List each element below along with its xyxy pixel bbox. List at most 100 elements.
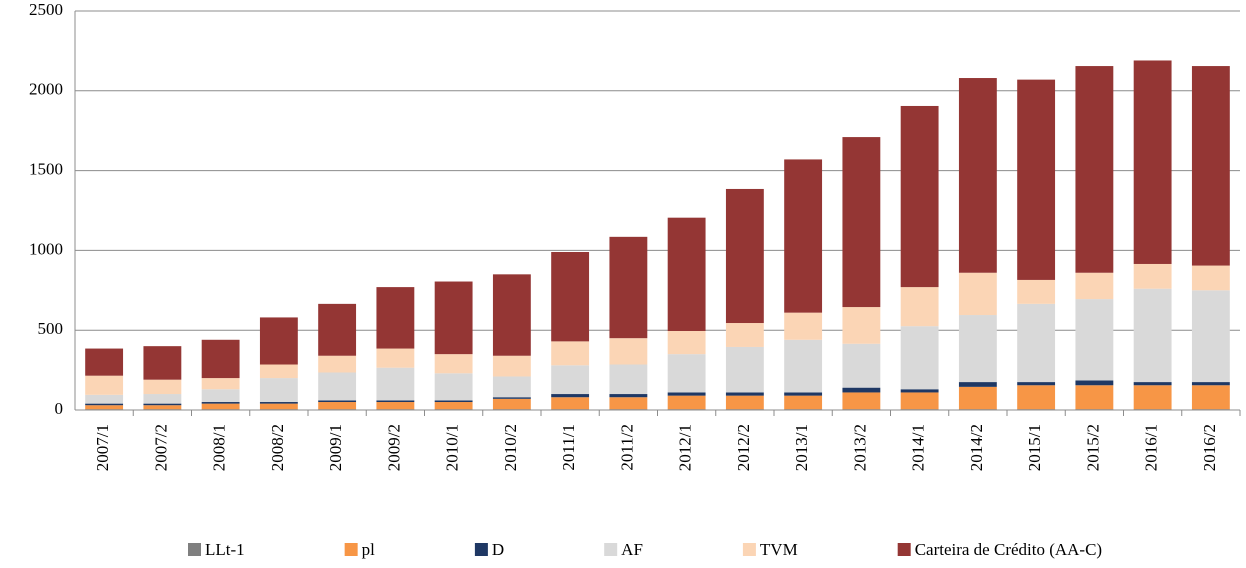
bar-segment (1191, 382, 1230, 386)
y-tick-label: 500 (38, 319, 64, 338)
bar-segment (784, 409, 823, 410)
bar-segment (143, 394, 182, 404)
legend-label: pl (362, 540, 376, 559)
bar-segment (1133, 60, 1172, 264)
bar-segment (842, 137, 881, 308)
bar-segment (259, 402, 298, 404)
bar-segment (201, 403, 240, 410)
bar-segment (725, 188, 764, 324)
bar-segment (201, 402, 240, 404)
legend-swatch (344, 543, 358, 556)
bar-segment (318, 303, 357, 356)
y-tick-label: 1500 (29, 160, 63, 179)
bar-segment (551, 394, 590, 398)
bar-segment (667, 392, 706, 396)
bar-segment (1133, 382, 1172, 386)
bar-segment (201, 409, 240, 410)
bar-segment (376, 367, 415, 401)
x-tick-label: 2014/2 (967, 424, 986, 471)
bar-segment (1133, 263, 1172, 289)
bar-segment (1191, 409, 1230, 410)
bar-segment (201, 339, 240, 379)
bar-segment (85, 405, 124, 410)
bar-segment (1017, 79, 1056, 280)
bar-segment (259, 317, 298, 365)
bar-segment (551, 397, 590, 410)
bar-segment (551, 365, 590, 395)
x-tick-label: 2012/2 (734, 424, 753, 471)
y-tick-label: 2000 (29, 80, 63, 99)
bar-segment (784, 159, 823, 313)
bar-segment (725, 409, 764, 410)
x-tick-label: 2013/2 (850, 424, 869, 471)
y-tick-label: 1000 (29, 239, 63, 258)
bar-segment (143, 379, 182, 395)
bar-segment (842, 343, 881, 388)
bar-segment (784, 339, 823, 393)
bar-segment (784, 312, 823, 340)
bar-segment (492, 398, 531, 410)
bar-segment (900, 389, 939, 393)
bar-segment (842, 392, 881, 410)
bar-segment (609, 338, 648, 365)
bar-segment (958, 409, 997, 410)
bar-segment (842, 409, 881, 410)
legend-label: LLt-1 (205, 540, 245, 559)
legend-label: AF (621, 540, 643, 559)
bar-segment (1133, 409, 1172, 410)
bar-segment (667, 395, 706, 410)
x-tick-label: 2010/1 (443, 424, 462, 471)
bar-segment (1017, 279, 1056, 304)
legend-swatch (188, 543, 201, 556)
bar-segment (434, 281, 473, 355)
bar-segment (1017, 385, 1056, 410)
y-tick-label: 2500 (29, 0, 63, 19)
x-tick-label: 2011/2 (617, 424, 636, 471)
bar-segment (318, 372, 357, 401)
bar-segment (492, 274, 531, 356)
bar-segment (85, 394, 124, 404)
y-tick-label: 0 (55, 399, 64, 418)
bar-segment (85, 409, 124, 410)
x-tick-label: 2014/1 (909, 424, 928, 471)
x-tick-label: 2010/2 (501, 424, 520, 471)
bar-segment (201, 389, 240, 403)
legend-swatch (742, 543, 756, 556)
bar-segment (259, 364, 298, 379)
x-tick-label: 2012/1 (676, 424, 695, 471)
bar-segment (784, 395, 823, 410)
bar-segment (492, 376, 531, 398)
bar-segment (201, 378, 240, 390)
bar-segment (842, 307, 881, 344)
bar-segment (900, 326, 939, 390)
bar-segment (551, 409, 590, 410)
bar-segment (376, 287, 415, 349)
legend-swatch (897, 543, 911, 556)
bar-segment (609, 236, 648, 339)
bar-segment (1017, 303, 1056, 383)
bar-segment (1017, 409, 1056, 410)
bar-segment (85, 403, 124, 406)
legend-swatch (604, 543, 618, 556)
bar-segment (1075, 385, 1114, 410)
bar-segment (434, 409, 473, 410)
x-tick-label: 2009/1 (326, 424, 345, 471)
bar-segment (434, 354, 473, 374)
bar-segment (958, 386, 997, 410)
bar-segment (1191, 385, 1230, 410)
bar-segment (1075, 299, 1114, 381)
x-tick-label: 2016/1 (1142, 424, 1161, 471)
bar-segment (85, 348, 124, 376)
bar-segment (492, 397, 531, 399)
bar-segment (1075, 380, 1114, 386)
bar-segment (609, 397, 648, 410)
bar-segment (143, 405, 182, 410)
bar-segment (143, 409, 182, 410)
bar-segment (900, 392, 939, 410)
bar-segment (609, 394, 648, 398)
bar-segment (259, 403, 298, 410)
bar-segment (376, 348, 415, 368)
bar-segment (318, 409, 357, 410)
bar-segment (958, 315, 997, 383)
